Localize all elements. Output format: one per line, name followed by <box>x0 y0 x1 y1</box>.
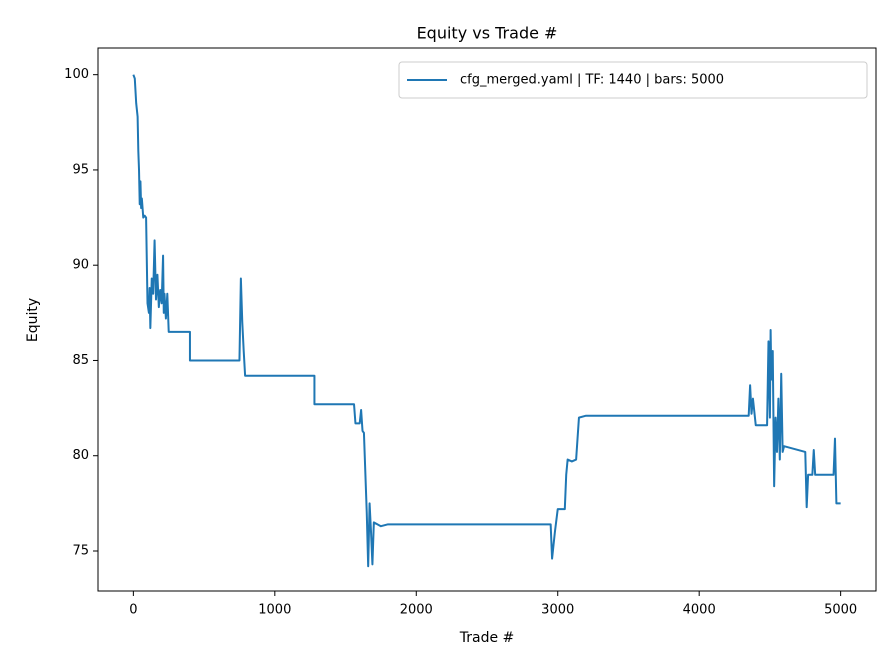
series-line <box>132 74 841 568</box>
x-tick-label: 2000 <box>400 603 433 618</box>
x-tick-label: 0 <box>129 603 137 618</box>
y-axis-label: Equity <box>25 298 41 342</box>
y-tick-label: 85 <box>72 353 89 368</box>
chart-title: Equity vs Trade # <box>417 24 558 43</box>
x-axis-label: Trade # <box>459 630 515 646</box>
x-tick-label: 3000 <box>541 603 574 618</box>
y-tick-label: 100 <box>64 67 89 82</box>
legend-box <box>398 61 868 99</box>
axes-frame <box>97 47 877 592</box>
x-tick-label: 4000 <box>683 603 716 618</box>
legend-label: cfg_merged.yaml | TF: 1440 | bars: 5000 <box>460 73 724 88</box>
x-tick-label: 5000 <box>824 603 857 618</box>
x-tick-label: 1000 <box>258 603 291 618</box>
y-tick-label: 75 <box>72 543 89 558</box>
y-tick-label: 95 <box>72 162 89 177</box>
y-tick-label: 90 <box>72 258 89 273</box>
y-tick-label: 80 <box>72 448 89 463</box>
